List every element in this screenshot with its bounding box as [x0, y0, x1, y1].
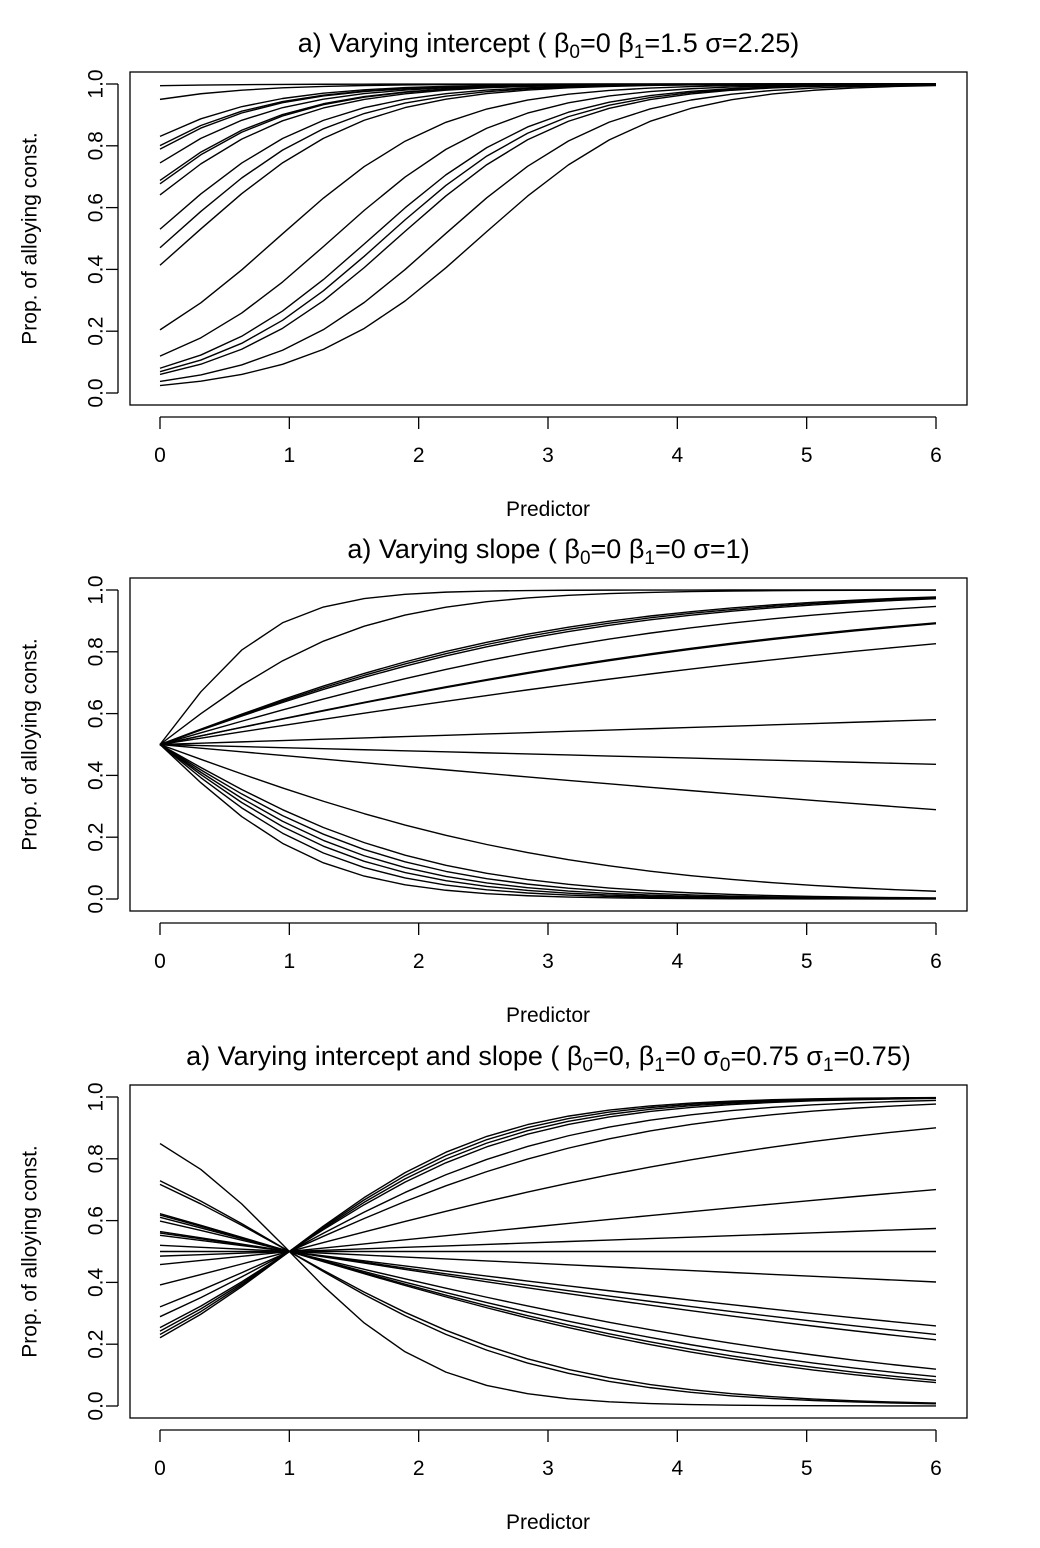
y-tick-label: 0.0: [85, 1391, 108, 1420]
x-tick-label: 0: [154, 1457, 166, 1480]
series-line-1: [159, 589, 936, 745]
series-line-14: [159, 83, 937, 357]
x-tick-label: 4: [671, 1457, 683, 1480]
series-line-13: [159, 743, 937, 892]
chart-title: a) Varying intercept and slope ( β0=0, β…: [186, 1041, 911, 1076]
series-line-17: [159, 743, 937, 900]
x-tick-label: 1: [283, 1457, 295, 1480]
x-tick-label: 1: [283, 444, 295, 467]
x-tick-label: 3: [542, 444, 554, 467]
x-tick-label: 5: [801, 1457, 813, 1480]
series-line-4: [159, 83, 937, 147]
x-tick-label: 0: [154, 444, 166, 467]
chart-title: a) Varying intercept ( β0=0 β1=1.5 σ=2.2…: [298, 28, 799, 63]
series-line-21: [159, 1142, 937, 1407]
x-tick-label: 6: [930, 1457, 942, 1480]
y-tick-label: 0.2: [85, 317, 108, 346]
x-tick-label: 5: [801, 444, 813, 467]
y-tick-label: 0.2: [85, 1330, 108, 1359]
x-tick-label: 6: [930, 950, 942, 973]
series-line-12: [159, 743, 937, 811]
y-tick-label: 0.6: [85, 699, 108, 728]
x-tick-label: 2: [413, 950, 425, 973]
series-line-16: [159, 1216, 937, 1378]
series-line-11: [159, 743, 937, 766]
series-line-8: [159, 623, 937, 746]
x-tick-label: 6: [930, 444, 942, 467]
series-line-19: [159, 84, 937, 387]
series-line-12: [159, 83, 937, 266]
y-axis-label: Prop. of alloying const.: [19, 1145, 42, 1357]
series-line-14: [159, 743, 937, 899]
series-line-2: [159, 589, 937, 746]
series-line-5: [159, 1099, 937, 1318]
series-line-10: [159, 83, 937, 230]
y-tick-label: 0.4: [85, 760, 108, 790]
series-line-3: [159, 1097, 937, 1332]
series-line-1: [159, 1096, 937, 1339]
series-line-15: [159, 743, 937, 900]
chart-panel-3: a) Varying intercept and slope ( β0=0, β…: [19, 1041, 968, 1534]
x-tick-label: 2: [413, 444, 425, 467]
series-line-4: [159, 597, 937, 746]
series-line-4: [159, 1097, 937, 1329]
chart-panel-2: a) Varying slope ( β0=0 β1=0 σ=1) 0 1 2 3 4 5 6…: [19, 534, 968, 1027]
y-tick-label: 0.4: [85, 254, 108, 284]
x-tick-label: 1: [283, 950, 295, 973]
x-tick-label: 3: [542, 1457, 554, 1480]
chart-panel-1: a) Varying intercept ( β0=0 β1=1.5 σ=2.2…: [19, 28, 968, 521]
series-line-8: [159, 83, 937, 185]
series-line-7: [159, 83, 937, 182]
y-tick-label: 1.0: [85, 575, 108, 604]
x-axis-label: Predictor: [506, 498, 590, 521]
series-line-6: [159, 605, 937, 746]
series-line-9: [159, 83, 937, 196]
x-axis-label: Predictor: [506, 1511, 590, 1534]
series-line-13: [159, 83, 937, 331]
x-tick-label: 3: [542, 950, 554, 973]
series-line-15: [159, 83, 937, 369]
x-tick-label: 4: [671, 444, 683, 467]
series-line-16: [159, 743, 937, 900]
y-tick-label: 0.8: [85, 131, 108, 160]
series-line-10: [159, 718, 937, 746]
y-tick-label: 1.0: [85, 1082, 108, 1111]
y-tick-label: 0.8: [85, 1144, 108, 1173]
y-tick-label: 0.8: [85, 637, 108, 666]
y-tick-label: 0.0: [85, 884, 108, 913]
series-line-19: [159, 743, 937, 900]
y-tick-label: 0.6: [85, 1206, 108, 1235]
x-axis-label: Predictor: [506, 1004, 590, 1027]
series-line-8: [159, 1188, 937, 1266]
plot-frame: [129, 71, 968, 406]
y-axis-label: Prop. of alloying const.: [19, 638, 42, 850]
x-tick-label: 0: [154, 950, 166, 973]
series-line-3: [159, 596, 937, 746]
series-line-16: [159, 83, 937, 373]
y-tick-label: 0.6: [85, 193, 108, 222]
plot-frame: [129, 1084, 968, 1419]
series-line-5: [159, 598, 937, 746]
series-line-18: [159, 84, 937, 383]
y-tick-label: 1.0: [85, 69, 108, 98]
series-line-18: [159, 743, 937, 900]
y-tick-label: 0.4: [85, 1267, 108, 1297]
x-tick-label: 4: [671, 950, 683, 973]
chart-title: a) Varying slope ( β0=0 β1=0 σ=1): [347, 534, 749, 569]
y-tick-label: 0.0: [85, 378, 108, 407]
series-line-9: [159, 642, 937, 746]
series-line-2: [159, 1097, 937, 1336]
plot-frame: [129, 577, 968, 912]
x-tick-label: 2: [413, 1457, 425, 1480]
y-tick-label: 0.2: [85, 823, 108, 852]
x-tick-label: 5: [801, 950, 813, 973]
y-axis-label: Prop. of alloying const.: [19, 132, 42, 344]
series-line-17: [159, 83, 937, 376]
